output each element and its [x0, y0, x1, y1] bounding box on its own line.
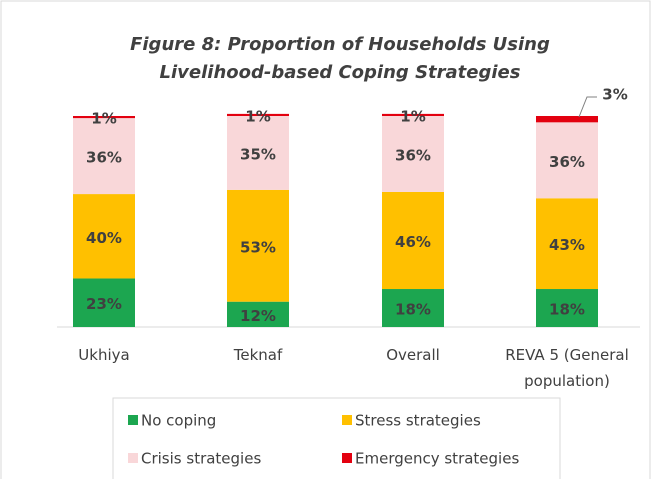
data-label: 35%	[240, 145, 276, 163]
data-label: 18%	[549, 301, 585, 319]
bar-segment	[382, 191, 444, 290]
legend-swatch	[128, 415, 138, 425]
x-tick-label: REVA 5 (General population)	[505, 346, 629, 390]
bar-segment	[227, 301, 289, 327]
legend-swatch	[342, 453, 352, 463]
data-label: 36%	[549, 153, 585, 171]
x-tick-label: Ukhiya	[78, 346, 130, 364]
data-label: 1%	[91, 110, 116, 128]
bar-segment	[382, 116, 444, 192]
bar-segment	[536, 116, 598, 123]
data-label: 12%	[240, 307, 276, 325]
data-label: 1%	[400, 107, 425, 125]
data-label: 46%	[395, 233, 431, 251]
bar-segment	[73, 118, 135, 195]
data-label: 23%	[86, 295, 122, 313]
bar-segment	[382, 289, 444, 327]
bar-segment	[73, 278, 135, 327]
bar-segment	[382, 113, 444, 116]
legend-label: Crisis strategies	[141, 450, 261, 468]
legend-label: Stress strategies	[355, 412, 481, 430]
bar-segment	[73, 194, 135, 279]
x-tick-label: Overall	[386, 346, 440, 364]
legend-box	[112, 397, 561, 479]
bar-segment	[536, 289, 598, 327]
legend-swatch	[128, 453, 138, 463]
chart-title: Livelihood-based Coping Strategies	[160, 62, 521, 83]
bar-segment	[73, 116, 135, 119]
x-tick-label: Teknaf	[233, 346, 283, 364]
data-label: 53%	[240, 238, 276, 256]
data-label: 3%	[602, 86, 627, 104]
data-label: 40%	[86, 229, 122, 247]
bar-segment	[227, 113, 289, 116]
bar-segment	[227, 189, 289, 302]
leader-line	[578, 96, 597, 118]
legend-label: Emergency strategies	[355, 450, 519, 468]
data-label: 36%	[395, 146, 431, 164]
bar-segment	[536, 198, 598, 290]
bar-segment	[227, 116, 289, 190]
data-label: 43%	[549, 236, 585, 254]
bar-segment	[536, 122, 598, 199]
data-label: 18%	[395, 301, 431, 319]
legend-swatch	[342, 415, 352, 425]
legend-label: No coping	[141, 412, 216, 430]
chart-title: Figure 8: Proportion of Households Using	[130, 34, 550, 55]
data-label: 1%	[245, 107, 270, 125]
data-label: 36%	[86, 149, 122, 167]
